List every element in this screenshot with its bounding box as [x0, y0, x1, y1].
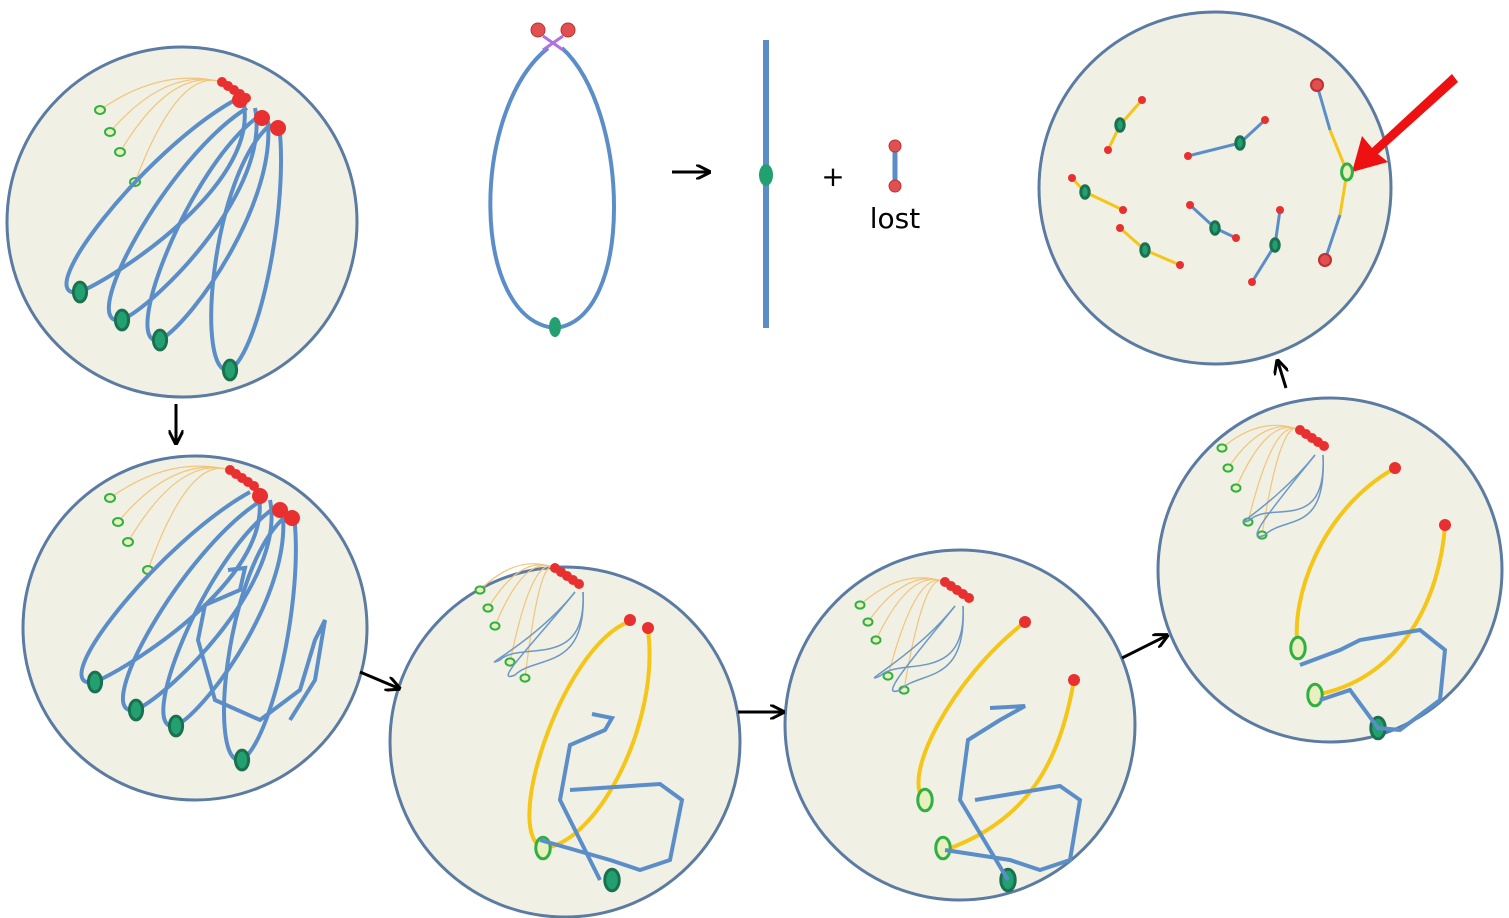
telomere [1116, 224, 1124, 232]
telomere [1261, 116, 1269, 124]
arrow [1278, 362, 1286, 388]
centromere [549, 317, 561, 337]
centromere [1271, 239, 1279, 252]
centromere [88, 672, 101, 692]
centromere [936, 837, 950, 859]
centromere [521, 674, 530, 681]
telomere [1019, 616, 1031, 628]
centromere [856, 601, 865, 608]
cell [1039, 12, 1391, 364]
centromere [113, 518, 123, 526]
centromere [123, 538, 133, 546]
cell [23, 456, 367, 800]
telomere [1119, 206, 1127, 214]
telomere [284, 510, 300, 526]
centromere [1291, 637, 1305, 659]
cell [785, 550, 1135, 900]
lost-label: lost [870, 202, 920, 235]
telomere [1138, 96, 1146, 104]
centromere [73, 282, 86, 302]
telomere [889, 180, 901, 192]
centromere [1308, 684, 1322, 706]
telomere [1248, 278, 1256, 286]
centromere [95, 106, 105, 114]
centromere [1342, 164, 1353, 180]
telomere [232, 92, 248, 108]
telomere [624, 614, 636, 626]
centromere [1232, 484, 1241, 491]
centromere [476, 586, 485, 593]
plus: + [821, 160, 844, 193]
telomere [561, 23, 575, 37]
centromere [115, 310, 128, 330]
telomere [1068, 174, 1076, 182]
centromere [105, 494, 115, 502]
centromere [884, 672, 893, 679]
centromere [506, 658, 515, 665]
centromere [1224, 464, 1233, 471]
telomere [270, 120, 286, 136]
telomere [254, 110, 270, 126]
centromere [1211, 222, 1219, 235]
telomere [1104, 146, 1112, 154]
diagram: + lost [0, 0, 1509, 918]
centromere [864, 618, 873, 625]
telomere [1276, 206, 1284, 214]
arrow [360, 672, 398, 688]
break [543, 36, 563, 50]
centromere [105, 128, 115, 136]
telomere [889, 140, 901, 152]
centromere [235, 750, 248, 770]
centromere [1141, 244, 1149, 257]
centromere [129, 700, 142, 720]
telomere [1232, 234, 1240, 242]
telomere [1184, 152, 1192, 160]
centromere [484, 604, 493, 611]
centromere [491, 622, 500, 629]
centromere [1218, 444, 1227, 451]
centromere [1081, 186, 1089, 199]
centromere [605, 869, 619, 891]
telomere [1176, 261, 1184, 269]
telomere [642, 622, 654, 634]
telomere [1311, 79, 1323, 91]
telomere [1186, 201, 1194, 209]
telomere [1389, 462, 1401, 474]
cell [390, 567, 740, 917]
telomere [1319, 441, 1329, 451]
centromere [918, 789, 932, 811]
telomere [964, 593, 974, 603]
centromere [1236, 137, 1244, 150]
centromere [169, 716, 182, 736]
centromere [872, 636, 881, 643]
telomere [1068, 674, 1080, 686]
telomere [531, 23, 545, 37]
centromere [223, 360, 236, 380]
telomere [252, 488, 268, 504]
centromere [153, 330, 166, 350]
telomere [1319, 254, 1331, 266]
cells [7, 12, 1502, 917]
centromere [1116, 119, 1124, 132]
telomere [1439, 519, 1451, 531]
centromere [759, 164, 773, 186]
centromere [115, 148, 125, 156]
ring-chromosome [490, 48, 614, 328]
arrow [1122, 636, 1166, 658]
schematic: + lost [490, 23, 920, 337]
telomere [574, 579, 584, 589]
